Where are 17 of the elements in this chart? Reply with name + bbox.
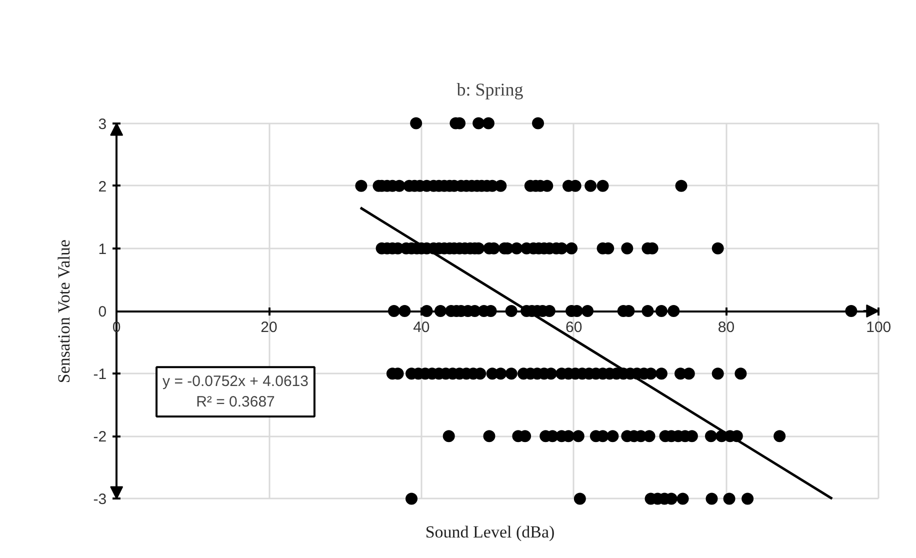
annotation: y = -0.0752x + 4.0613 — [162, 373, 308, 390]
y-tick-label: 2 — [98, 178, 107, 196]
x-tick-label: 40 — [413, 319, 430, 336]
x-tick-label: 60 — [565, 319, 582, 336]
y-axis-title: Sensation Vote Value — [54, 240, 74, 384]
x-tick-label: 20 — [260, 319, 278, 336]
y-tick-label: -2 — [93, 428, 107, 446]
y-tick-label: 0 — [98, 304, 107, 320]
annotation: R² = 0.3687 — [196, 394, 275, 410]
chart-title: b: Spring — [456, 80, 524, 100]
x-axis-title: Sound Level (dBa) — [425, 522, 555, 542]
y-tick-label: -1 — [93, 366, 107, 384]
y-tick-label: 3 — [98, 116, 107, 133]
y-tick-label: -3 — [93, 491, 107, 508]
x-tick-label: 100 — [866, 319, 892, 336]
x-tick-label: 80 — [718, 319, 735, 336]
y-tick-label: 1 — [98, 240, 107, 258]
